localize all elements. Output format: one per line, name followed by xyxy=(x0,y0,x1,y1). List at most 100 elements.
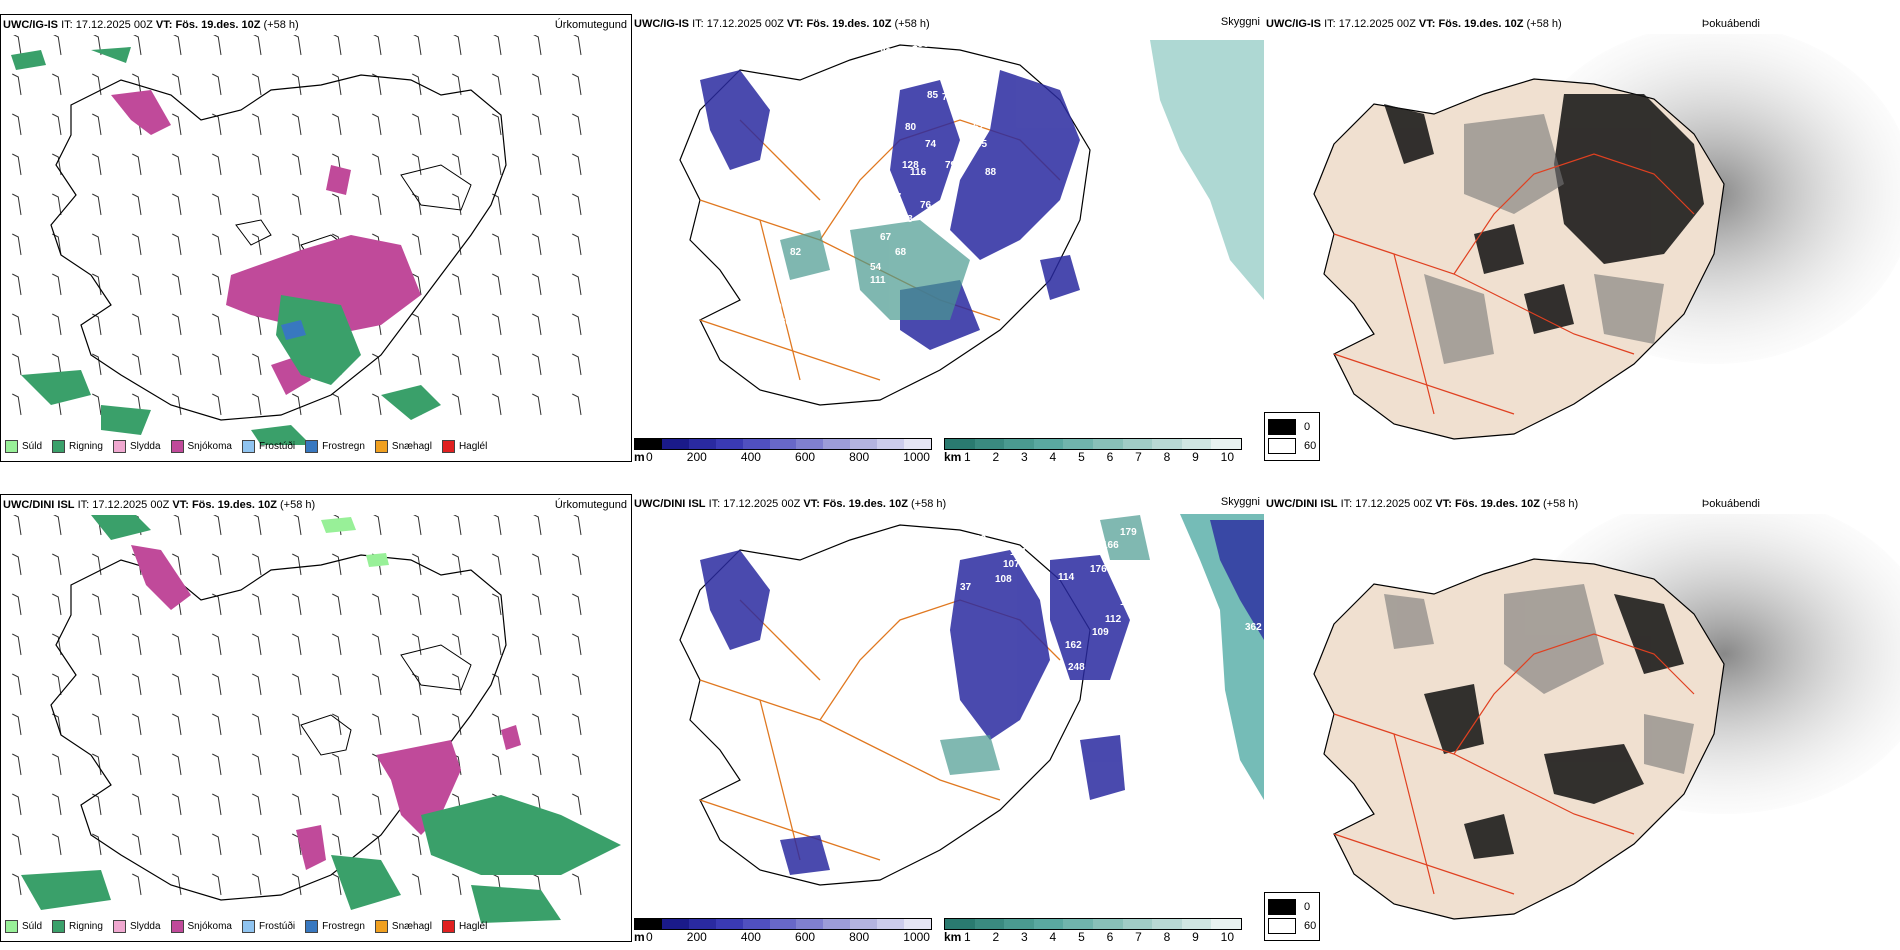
cloudbase-value-label: 12 xyxy=(755,672,767,683)
wind-barb xyxy=(492,713,502,736)
wind-barb xyxy=(292,553,302,576)
wind-barb xyxy=(453,515,462,536)
cloudbase-value-label: 67 xyxy=(880,232,892,243)
wind-barb xyxy=(292,633,302,656)
wind-barb xyxy=(292,713,302,736)
wind-barb xyxy=(12,313,22,336)
wind-barb xyxy=(172,313,182,336)
colorbar-tick: 7 xyxy=(1135,930,1142,944)
fog-moderate-areas xyxy=(1424,114,1664,364)
panel-title: UWC/IG-IS IT: 17.12.2025 00Z VT: Fös. 19… xyxy=(1266,18,1562,30)
cloudbase-value-label: 95 xyxy=(976,139,988,150)
wind-barb xyxy=(492,273,502,296)
wind-barb xyxy=(252,113,262,136)
cloudbase-colorbar: m 0 200 400 600 800 1000 xyxy=(634,438,934,464)
wind-barb xyxy=(132,353,142,376)
wind-barb xyxy=(572,713,582,736)
colorbar-segment xyxy=(769,919,797,929)
legend-label: Súld xyxy=(22,921,43,932)
legend-label: Snæhagl xyxy=(391,441,432,452)
fog-key-swatch xyxy=(1268,918,1296,934)
colorbar-segment xyxy=(1211,919,1241,929)
wind-barb xyxy=(92,353,102,376)
glacier-outline xyxy=(235,219,272,246)
legend-label: Rigning xyxy=(69,921,103,932)
cloudbase-value-label: 116 xyxy=(910,167,927,178)
colorbar-tick: 600 xyxy=(795,450,816,464)
wind-barb xyxy=(452,393,462,416)
cloudbase-value-label: 179 xyxy=(1120,527,1137,538)
cloudbase-value-label: 60 xyxy=(780,317,792,328)
cloudbase-value-label: 78 xyxy=(632,82,642,93)
panel-title: UWC/DINI ISL IT: 17.12.2025 00Z VT: Fös.… xyxy=(3,499,316,511)
fog-key: 0 60 xyxy=(1264,412,1321,461)
cloudbase-value-label: 79 xyxy=(860,208,872,219)
cloudbase-value-label: 139 xyxy=(1060,527,1077,538)
wind-barb xyxy=(12,393,22,416)
wind-barb xyxy=(452,193,462,216)
wind-barb xyxy=(332,593,342,616)
wind-barb xyxy=(373,35,382,56)
wind-barb xyxy=(332,193,342,216)
cloudbase-low-areas xyxy=(700,70,1080,350)
wind-barb xyxy=(52,153,62,176)
cloudbase-value-label: 76 xyxy=(920,200,932,211)
cloudbase-value-label: 109 xyxy=(1092,627,1109,638)
cloudbase-value-label: 225 xyxy=(943,60,960,71)
wind-barb xyxy=(252,793,262,816)
colorbar-segment xyxy=(945,439,975,449)
wind-barb xyxy=(172,193,182,216)
wind-barb xyxy=(52,313,62,336)
cloudbase-value-label: 117 xyxy=(885,192,902,203)
wind-barb xyxy=(372,793,382,816)
cloudbase-value-label: 82 xyxy=(790,247,802,258)
cloudbase-value-label: 75 xyxy=(710,207,722,218)
wind-barb xyxy=(332,793,342,816)
wind-barb xyxy=(212,313,222,336)
wind-barb xyxy=(492,633,502,656)
legend-swatch xyxy=(374,920,388,933)
legend-swatch xyxy=(305,920,319,933)
wind-barb xyxy=(412,873,422,896)
wind-barb xyxy=(132,633,142,656)
wind-barb xyxy=(212,793,222,816)
cloudbase-value-label: 259 xyxy=(765,302,782,313)
colorbar-segment xyxy=(1122,439,1153,449)
panel-title: UWC/DINI ISL IT: 17.12.2025 00Z VT: Fös.… xyxy=(634,498,947,510)
legend-item: Frostregn xyxy=(305,920,365,933)
wind-barb xyxy=(212,233,222,256)
fog-index-panel-row2: UWC/DINI ISL IT: 17.12.2025 00Z VT: Fös.… xyxy=(1264,494,1900,942)
legend-item: Frostúði xyxy=(241,440,295,453)
legend-swatch xyxy=(52,920,66,933)
colorbar-tick: 400 xyxy=(740,930,761,944)
wind-barb xyxy=(412,233,422,256)
cloudbase-value-label: 33 xyxy=(785,288,797,299)
legend-swatch xyxy=(112,440,126,453)
colorbar-tick: 800 xyxy=(849,450,870,464)
colorbar-segment xyxy=(850,919,878,929)
colorbar-tick: 9 xyxy=(1192,450,1199,464)
wind-barb xyxy=(172,793,182,816)
cloudbase-value-label: 156 xyxy=(912,39,929,50)
colorbar-tick: 6 xyxy=(1106,450,1114,464)
wind-barb xyxy=(572,193,582,216)
cloudbase-value-label: 258 xyxy=(940,37,957,48)
cloudbase-value-label: 25 xyxy=(800,632,812,643)
precip-legend: Súld Rigning Slydda Snjókoma Frostúði Frostre… xyxy=(5,440,487,453)
cloudbase-value-label: 157 xyxy=(965,89,982,100)
cloudbase-value-label: 71 xyxy=(675,92,687,103)
colorbar-segment xyxy=(661,439,689,449)
wind-barb xyxy=(492,73,502,96)
snow-areas xyxy=(111,90,421,395)
wind-barb xyxy=(213,35,222,56)
cloudbase-value-label: 208 xyxy=(896,214,913,225)
wind-barb xyxy=(172,633,182,656)
wind-barb xyxy=(452,73,462,96)
wind-barb xyxy=(52,833,62,856)
wind-barb xyxy=(372,833,382,856)
wind-barb xyxy=(492,233,502,256)
cloudbase-ticks: 0 200 400 600 800 1000 xyxy=(646,450,930,464)
wind-barb xyxy=(333,35,342,56)
cloudbase-value-label: 67 xyxy=(805,294,817,305)
wind-barb xyxy=(492,753,502,776)
